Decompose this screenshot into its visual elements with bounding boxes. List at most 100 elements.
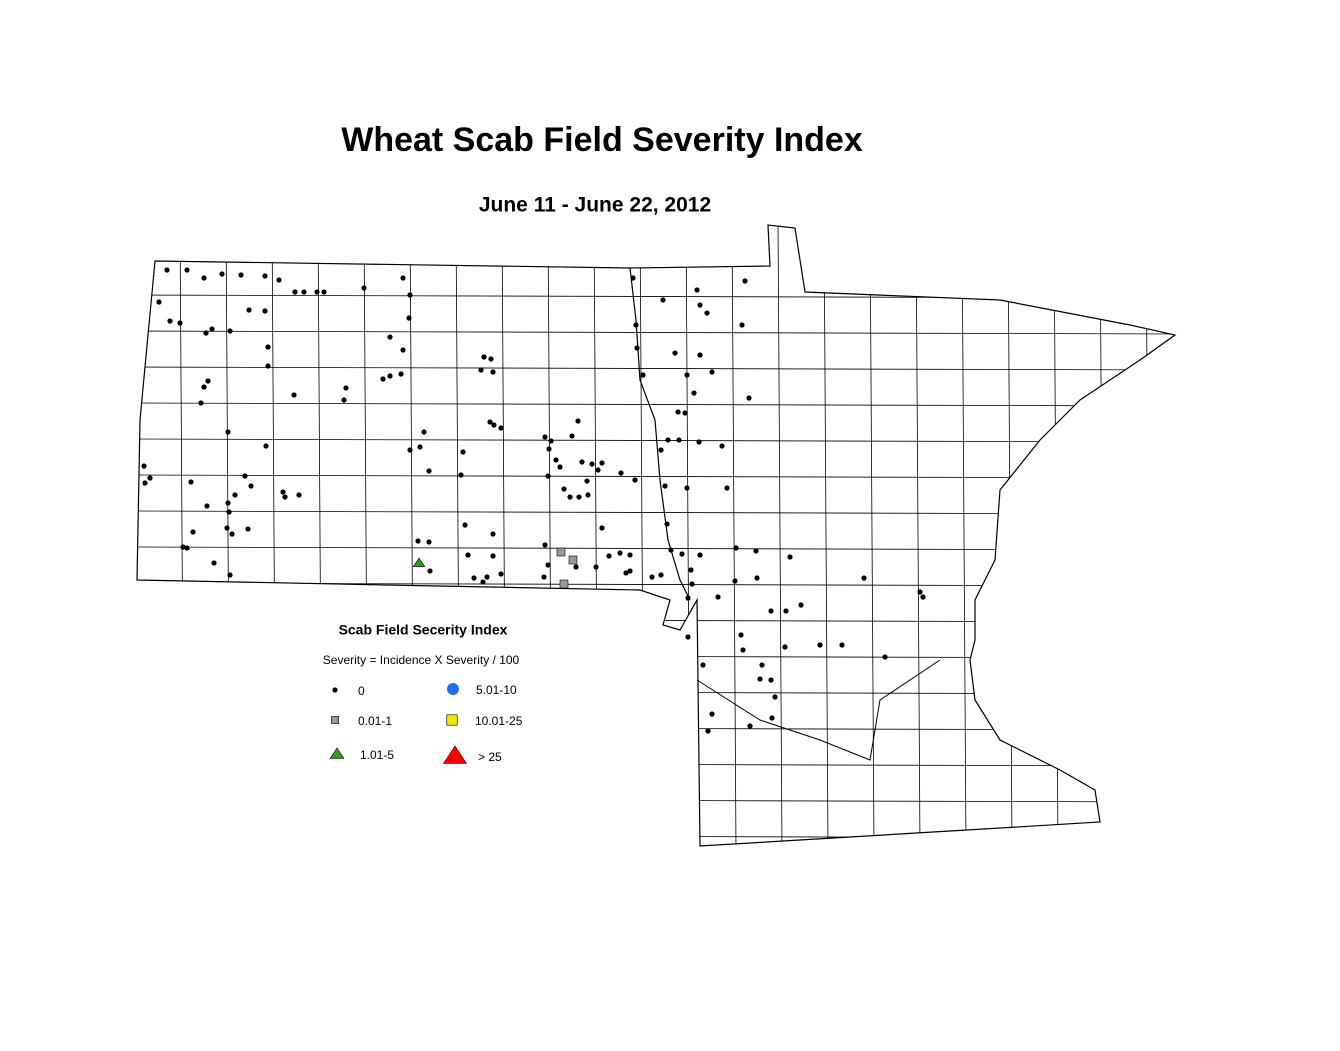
- survey-point: [575, 418, 581, 424]
- survey-point: [205, 378, 211, 384]
- survey-point: [719, 443, 725, 449]
- survey-point: [772, 694, 778, 700]
- legend-symbol: [331, 716, 339, 724]
- survey-point: [658, 447, 664, 453]
- county-line: [731, 225, 737, 846]
- survey-point: [321, 289, 327, 295]
- survey-point: [783, 608, 789, 614]
- survey-point: [684, 372, 690, 378]
- survey-point: [662, 483, 668, 489]
- legend-symbol: [446, 714, 458, 726]
- survey-point: [553, 457, 559, 463]
- county-line: [271, 225, 277, 846]
- survey-point: [704, 310, 710, 316]
- survey-point: [198, 400, 204, 406]
- survey-point: [753, 548, 759, 554]
- survey-points: [141, 267, 926, 734]
- survey-point: [697, 552, 703, 558]
- survey-point: [276, 277, 282, 283]
- survey-point: [567, 494, 573, 500]
- survey-point: [280, 489, 286, 495]
- legend-symbol: [332, 687, 338, 693]
- survey-point: [211, 560, 217, 566]
- survey-point: [225, 429, 231, 435]
- survey-point: [557, 464, 563, 470]
- survey-point: [630, 275, 636, 281]
- survey-point: [782, 644, 788, 650]
- legend-formula: Severity = Incidence X Severity / 100: [323, 653, 520, 667]
- county-line: [137, 546, 1175, 551]
- survey-point: [817, 642, 823, 648]
- legend-symbol: [442, 745, 468, 764]
- survey-point: [697, 352, 703, 358]
- county-line: [137, 654, 1175, 659]
- survey-point: [696, 439, 702, 445]
- survey-point: [754, 575, 760, 581]
- survey-point: [291, 392, 297, 398]
- survey-point: [427, 568, 433, 574]
- survey-point: [542, 542, 548, 548]
- survey-point: [225, 500, 231, 506]
- survey-point: [296, 492, 302, 498]
- county-line: [409, 225, 415, 846]
- survey-point: [839, 642, 845, 648]
- survey-point: [417, 444, 423, 450]
- map-subtitle: June 11 - June 22, 2012: [479, 194, 711, 217]
- survey-point: [559, 579, 569, 589]
- survey-point: [262, 273, 268, 279]
- survey-point: [715, 594, 721, 600]
- survey-point: [426, 539, 432, 545]
- survey-point: [634, 345, 640, 351]
- county-line: [137, 330, 1175, 335]
- survey-point: [263, 443, 269, 449]
- survey-point: [341, 397, 347, 403]
- survey-point: [301, 289, 307, 295]
- survey-point: [632, 477, 638, 483]
- survey-point: [694, 287, 700, 293]
- county-line: [137, 690, 1175, 695]
- county-line: [137, 510, 1175, 515]
- survey-point: [478, 367, 484, 373]
- survey-point: [573, 564, 579, 570]
- survey-point: [426, 468, 432, 474]
- legend-title: Scab Field Secerity Index: [339, 622, 508, 638]
- survey-point: [568, 555, 578, 565]
- survey-point: [380, 376, 386, 382]
- legend-label: 0: [358, 684, 365, 698]
- legend-label: 5.01-10: [476, 683, 517, 697]
- survey-point: [227, 572, 233, 578]
- survey-point: [627, 568, 633, 574]
- survey-point: [606, 553, 612, 559]
- county-line: [593, 225, 599, 846]
- survey-point: [623, 570, 629, 576]
- survey-point: [480, 579, 486, 585]
- survey-point: [292, 289, 298, 295]
- survey-point: [685, 634, 691, 640]
- red-river: [629, 267, 691, 601]
- survey-point: [691, 390, 697, 396]
- survey-point: [141, 463, 147, 469]
- survey-point: [219, 271, 225, 277]
- survey-point: [184, 545, 190, 551]
- survey-point: [265, 344, 271, 350]
- county-line: [639, 225, 645, 846]
- survey-point: [201, 384, 207, 390]
- map-title: Wheat Scab Field Severity Index: [341, 121, 863, 159]
- survey-point: [579, 459, 585, 465]
- survey-point: [684, 485, 690, 491]
- survey-point: [180, 544, 186, 550]
- survey-point: [688, 567, 694, 573]
- survey-point: [556, 547, 566, 557]
- county-line: [961, 225, 967, 846]
- survey-point: [314, 289, 320, 295]
- survey-point: [676, 437, 682, 443]
- county-line: [179, 225, 185, 846]
- survey-point: [739, 322, 745, 328]
- state-outline: [136, 224, 1177, 847]
- legend-symbol: [447, 683, 459, 695]
- survey-point: [724, 485, 730, 491]
- survey-point: [545, 562, 551, 568]
- minnesota-river: [696, 659, 941, 761]
- survey-point: [705, 728, 711, 734]
- survey-point: [387, 373, 393, 379]
